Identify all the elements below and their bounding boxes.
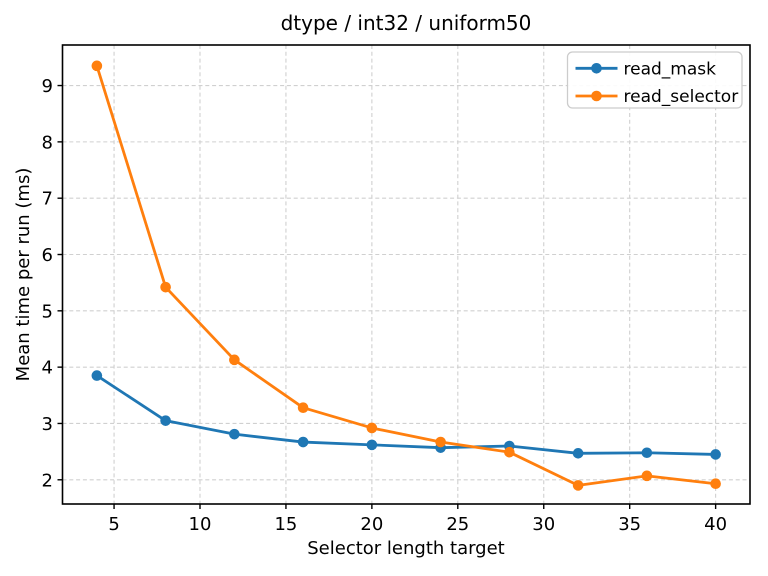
data-point-read_selector [641, 470, 653, 482]
x-tick-label: 10 [189, 514, 212, 535]
y-tick-label: 5 [42, 301, 53, 322]
data-point-read_selector [160, 281, 171, 293]
legend: read_mask read_selector [566, 51, 743, 109]
legend-label-read_selector: read_selector [624, 87, 739, 107]
series-line-read_selector [95, 64, 718, 487]
x-tick-label: 5 [108, 514, 119, 535]
data-point-read_mask [641, 447, 653, 459]
data-point-read_mask [572, 448, 584, 459]
y-tick-label: 8 [42, 132, 53, 153]
data-point-read_mask [229, 428, 240, 440]
data-point-read_selector [572, 480, 584, 491]
data-point-read_mask [160, 415, 171, 426]
data-point-read_mask [366, 439, 378, 451]
x-tick-label: 25 [446, 514, 469, 535]
x-axis-label: Selector length target [307, 538, 505, 559]
y-axis-label: Mean time per run (ms) [13, 168, 34, 382]
y-tick-label: 3 [42, 414, 53, 435]
x-tick-label: 30 [532, 514, 555, 535]
data-point-read_mask [297, 436, 309, 448]
data-point-read_selector [297, 402, 309, 413]
chart-title: dtype / int32 / uniform50 [281, 11, 532, 35]
data-point-read_mask [91, 370, 103, 381]
series [91, 60, 721, 491]
legend-box [566, 51, 743, 109]
y-tick-label: 7 [42, 189, 53, 210]
y-tick-label: 4 [42, 358, 53, 379]
data-point-read_selector [504, 446, 515, 458]
data-point-read_selector [229, 354, 240, 366]
x-tick-label: 35 [618, 514, 641, 535]
y-tick-label: 9 [42, 76, 53, 97]
x-tick-label: 40 [704, 514, 727, 535]
data-point-read_selector [366, 422, 378, 434]
legend-sample-marker-read_mask [591, 63, 602, 74]
data-point-read_selector [710, 478, 721, 490]
legend-label-read_mask: read_mask [624, 59, 717, 79]
data-point-read_mask [710, 449, 721, 460]
data-point-read_selector [435, 436, 446, 448]
x-tick-label: 20 [360, 514, 383, 535]
axis-ticks: 5 10 15 20 25 30 35 40 2 3 4 5 6 7 8 9 [42, 76, 728, 535]
series-line-read_mask [95, 374, 718, 456]
y-tick-label: 2 [42, 470, 53, 491]
data-point-read_selector [91, 60, 103, 72]
plot-border [61, 44, 751, 505]
x-tick-label: 15 [274, 514, 297, 535]
y-tick-label: 6 [42, 245, 53, 266]
legend-sample-marker-read_selector [591, 90, 602, 102]
